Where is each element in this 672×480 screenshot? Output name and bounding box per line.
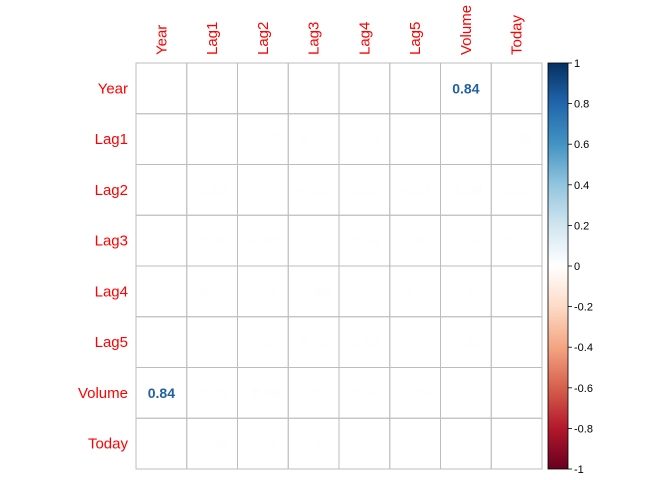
cell-value: -0.08 bbox=[501, 131, 533, 147]
cell-value: -0.03 bbox=[145, 283, 177, 299]
grid-cell bbox=[287, 214, 340, 267]
cell-value: -0.07 bbox=[399, 182, 431, 198]
colorbar-gradient bbox=[547, 62, 569, 470]
cell-value: -0.08 bbox=[298, 182, 330, 198]
colorbar-tick-label: -0.6 bbox=[574, 383, 593, 395]
colorbar-tick-label: 0.6 bbox=[574, 139, 589, 151]
colorbar-tick-label: 0.4 bbox=[574, 180, 589, 192]
cell-value: 0.84 bbox=[148, 385, 175, 401]
cell-value: -0.03 bbox=[501, 80, 533, 96]
cell-value: -0.03 bbox=[145, 334, 177, 350]
cell-value: -0.07 bbox=[501, 233, 533, 249]
cell-value: -0.07 bbox=[196, 283, 228, 299]
colorbar-tick-label: 1 bbox=[574, 58, 580, 70]
cell-value: -0.08 bbox=[348, 334, 380, 350]
column-label: Volume bbox=[458, 5, 475, 55]
cell-value: -0.06 bbox=[450, 131, 482, 147]
row-label: Lag2 bbox=[95, 182, 128, 199]
cell-value: 0.06 bbox=[249, 436, 276, 452]
grid-cell bbox=[135, 62, 188, 115]
correlation-cells: -0.03 -0.03 -0.03 -0.03 -0.03 0.84 -0.03 -0.03 -… bbox=[145, 80, 532, 451]
cell-value: -0.07 bbox=[298, 385, 330, 401]
row-label: Lag4 bbox=[95, 283, 128, 300]
row-label: Year bbox=[98, 80, 128, 97]
column-label: Lag3 bbox=[306, 22, 323, 55]
column-label: Lag2 bbox=[255, 22, 272, 55]
cell-value: -0.01 bbox=[399, 436, 431, 452]
correlation-grid bbox=[135, 62, 543, 470]
row-label: Volume bbox=[78, 385, 128, 402]
cell-value: -0.03 bbox=[450, 436, 482, 452]
grid-cell bbox=[440, 367, 492, 419]
column-label: Lag1 bbox=[204, 22, 221, 55]
column-label: Lag5 bbox=[407, 22, 424, 55]
row-label: Lag5 bbox=[95, 334, 128, 351]
cell-value: -0.03 bbox=[348, 80, 380, 96]
cell-value: -0.08 bbox=[196, 436, 228, 452]
cell-value: 0.06 bbox=[351, 182, 378, 198]
colorbar-tick-label: 0.8 bbox=[574, 99, 589, 111]
cell-value: 0.06 bbox=[300, 131, 327, 147]
cell-value: -0.07 bbox=[247, 131, 279, 147]
grid-cell bbox=[338, 417, 391, 470]
cell-value: -0.08 bbox=[247, 233, 279, 249]
cell-value: -0.03 bbox=[145, 131, 177, 147]
cell-value: -0.03 bbox=[196, 80, 228, 96]
cell-value: 0.06 bbox=[300, 334, 327, 350]
cell-value: -0.08 bbox=[298, 283, 330, 299]
cell-value: -0.07 bbox=[298, 436, 330, 452]
cell-value: -0.07 bbox=[247, 334, 279, 350]
grid-cell bbox=[186, 113, 238, 165]
cell-value: -0.07 bbox=[196, 182, 228, 198]
colorbar-tick-label: -0.2 bbox=[574, 302, 593, 314]
cell-value: -0.03 bbox=[145, 436, 177, 452]
cell-value: -0.07 bbox=[450, 233, 482, 249]
cell-value: -0.09 bbox=[450, 182, 482, 198]
cell-value: -0.03 bbox=[298, 80, 330, 96]
column-label: Year bbox=[153, 25, 170, 55]
cell-value: -0.06 bbox=[399, 385, 431, 401]
colorbar-tick-label: 0 bbox=[574, 261, 580, 273]
colorbar: 1 0.8 0.6 0.4 0.2 0 -0.2 -0.4 -0.6 -0.8 -1 bbox=[547, 58, 593, 476]
cell-value: -0.03 bbox=[247, 80, 279, 96]
column-label: Lag4 bbox=[356, 22, 373, 55]
cell-value: -0.09 bbox=[247, 385, 279, 401]
grid-cell bbox=[186, 316, 238, 368]
cell-value: -0.03 bbox=[145, 233, 177, 249]
cell-value: 0.06 bbox=[503, 182, 530, 198]
cell-value: 0.06 bbox=[199, 233, 226, 249]
row-label: Lag1 bbox=[95, 131, 128, 148]
cell-value: -0.06 bbox=[196, 385, 228, 401]
column-label: Today bbox=[509, 14, 526, 55]
row-labels: Year Lag1 Lag2 Lag3 Lag4 Lag5 Volume Today bbox=[78, 80, 129, 452]
cell-value: -0.08 bbox=[399, 283, 431, 299]
grid-cell bbox=[389, 113, 441, 165]
cell-value: -0.03 bbox=[399, 80, 431, 96]
colorbar-tick-label: -0.8 bbox=[574, 423, 593, 435]
cell-value: -0.01 bbox=[501, 334, 533, 350]
colorbar-tick-label: -1 bbox=[574, 464, 584, 476]
cell-value: -0.06 bbox=[348, 385, 380, 401]
row-label: Today bbox=[88, 436, 129, 453]
cell-value: 0.84 bbox=[452, 80, 479, 96]
cell-value: -0.07 bbox=[348, 131, 380, 147]
grid-cell bbox=[389, 316, 441, 368]
cell-value: -0.06 bbox=[450, 283, 482, 299]
cell-value: -0.03 bbox=[145, 182, 177, 198]
cell-value: 0.06 bbox=[402, 233, 429, 249]
cell-value: -0.06 bbox=[450, 334, 482, 350]
cell-value: -0.08 bbox=[348, 233, 380, 249]
colorbar-tick-label: -0.4 bbox=[574, 342, 593, 354]
grid-cell bbox=[490, 265, 543, 318]
cell-value: 0.06 bbox=[249, 283, 276, 299]
column-labels: Year Lag1 Lag2 Lag3 Lag4 Lag5 Volume Today bbox=[153, 5, 525, 55]
row-label: Lag3 bbox=[95, 233, 128, 250]
colorbar-tick-label: 0.2 bbox=[574, 220, 589, 232]
cell-value: -0.03 bbox=[501, 385, 533, 401]
grid-cell bbox=[237, 164, 289, 216]
grid-cell bbox=[338, 265, 391, 318]
grid-cell bbox=[490, 417, 543, 470]
